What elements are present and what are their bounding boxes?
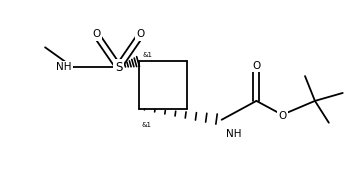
Text: O: O — [278, 111, 286, 121]
Text: NH: NH — [56, 62, 72, 72]
Text: &1: &1 — [142, 52, 152, 58]
Text: S: S — [115, 61, 122, 74]
Text: &1: &1 — [141, 122, 151, 128]
Text: O: O — [92, 29, 101, 39]
Text: O: O — [252, 61, 261, 71]
Text: O: O — [136, 29, 145, 39]
Text: NH: NH — [226, 129, 241, 139]
